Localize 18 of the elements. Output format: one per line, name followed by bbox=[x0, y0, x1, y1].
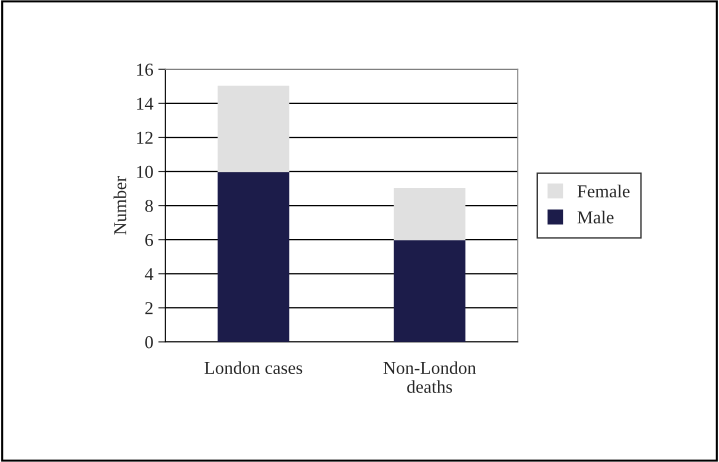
bar bbox=[394, 188, 466, 240]
y-tick-label: 10 bbox=[137, 166, 153, 178]
y-axis-title: Number bbox=[114, 176, 126, 235]
legend-label: Female bbox=[578, 184, 630, 198]
x-tick-label: London cases bbox=[204, 361, 302, 374]
bar bbox=[218, 86, 290, 172]
y-tick-label: 2 bbox=[145, 302, 153, 314]
y-tick-label: 14 bbox=[137, 98, 154, 110]
y-tick-label: 12 bbox=[137, 132, 153, 144]
y-tick-label: 0 bbox=[145, 336, 153, 348]
y-tick-label: 16 bbox=[137, 64, 154, 76]
legend-label: Male bbox=[578, 210, 614, 224]
bar bbox=[218, 170, 290, 342]
bar bbox=[394, 239, 466, 342]
y-tick-label: 6 bbox=[145, 234, 154, 246]
y-tick-label: 4 bbox=[144, 268, 154, 280]
x-tick-label: Non-London deaths bbox=[383, 361, 476, 393]
y-tick-label: 8 bbox=[145, 200, 153, 212]
